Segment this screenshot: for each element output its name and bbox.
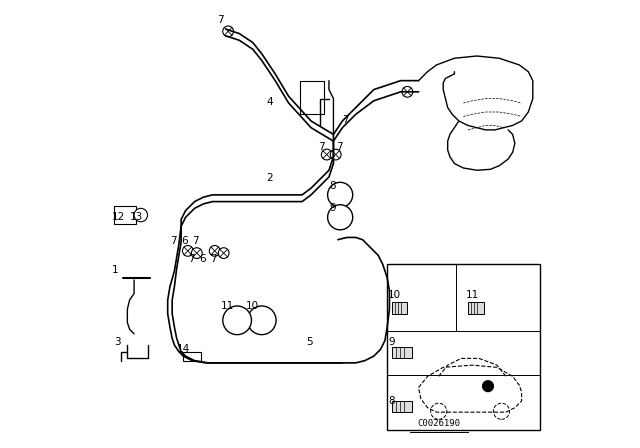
Circle shape	[431, 403, 447, 419]
Circle shape	[328, 205, 353, 230]
Text: 6: 6	[199, 254, 205, 264]
Text: 5: 5	[307, 337, 313, 347]
Text: 7: 7	[336, 142, 342, 152]
Bar	[387, 264, 540, 430]
Text: 11: 11	[466, 290, 479, 300]
Bar	[392, 302, 408, 314]
Text: 7: 7	[317, 142, 324, 152]
Circle shape	[218, 248, 229, 258]
Text: 7: 7	[192, 236, 199, 246]
Text: 11: 11	[221, 301, 234, 311]
Text: 10: 10	[246, 301, 259, 311]
Text: 7: 7	[210, 254, 217, 264]
Circle shape	[402, 86, 413, 97]
Circle shape	[330, 149, 341, 160]
Text: 7: 7	[170, 236, 177, 246]
Text: 8: 8	[329, 181, 335, 191]
Text: 2: 2	[266, 173, 273, 183]
Text: 9: 9	[388, 337, 395, 347]
Text: 7: 7	[342, 115, 349, 125]
Bar	[114, 206, 136, 224]
Circle shape	[182, 246, 193, 256]
Text: 7: 7	[217, 15, 223, 25]
Text: 13: 13	[130, 211, 143, 221]
Bar	[468, 302, 484, 314]
Circle shape	[328, 182, 353, 207]
Text: 14: 14	[177, 344, 190, 353]
Circle shape	[321, 149, 332, 160]
Text: 1: 1	[112, 265, 118, 275]
Circle shape	[223, 306, 252, 335]
Bar	[392, 401, 412, 412]
Circle shape	[483, 381, 493, 392]
Text: C0026190: C0026190	[417, 419, 460, 428]
Text: 8: 8	[388, 396, 395, 406]
Circle shape	[493, 403, 509, 419]
Circle shape	[248, 306, 276, 335]
Circle shape	[134, 208, 148, 222]
Circle shape	[191, 248, 202, 258]
Circle shape	[223, 26, 234, 37]
Bar	[300, 81, 324, 114]
Text: 6: 6	[181, 236, 188, 246]
Text: 4: 4	[266, 97, 273, 107]
Text: 12: 12	[112, 211, 125, 221]
Bar	[184, 352, 202, 361]
Bar	[392, 347, 412, 358]
Text: 10: 10	[388, 290, 401, 300]
Text: 7: 7	[188, 254, 195, 264]
Text: 3: 3	[114, 337, 120, 347]
Circle shape	[209, 246, 220, 256]
Text: 9: 9	[329, 203, 335, 213]
